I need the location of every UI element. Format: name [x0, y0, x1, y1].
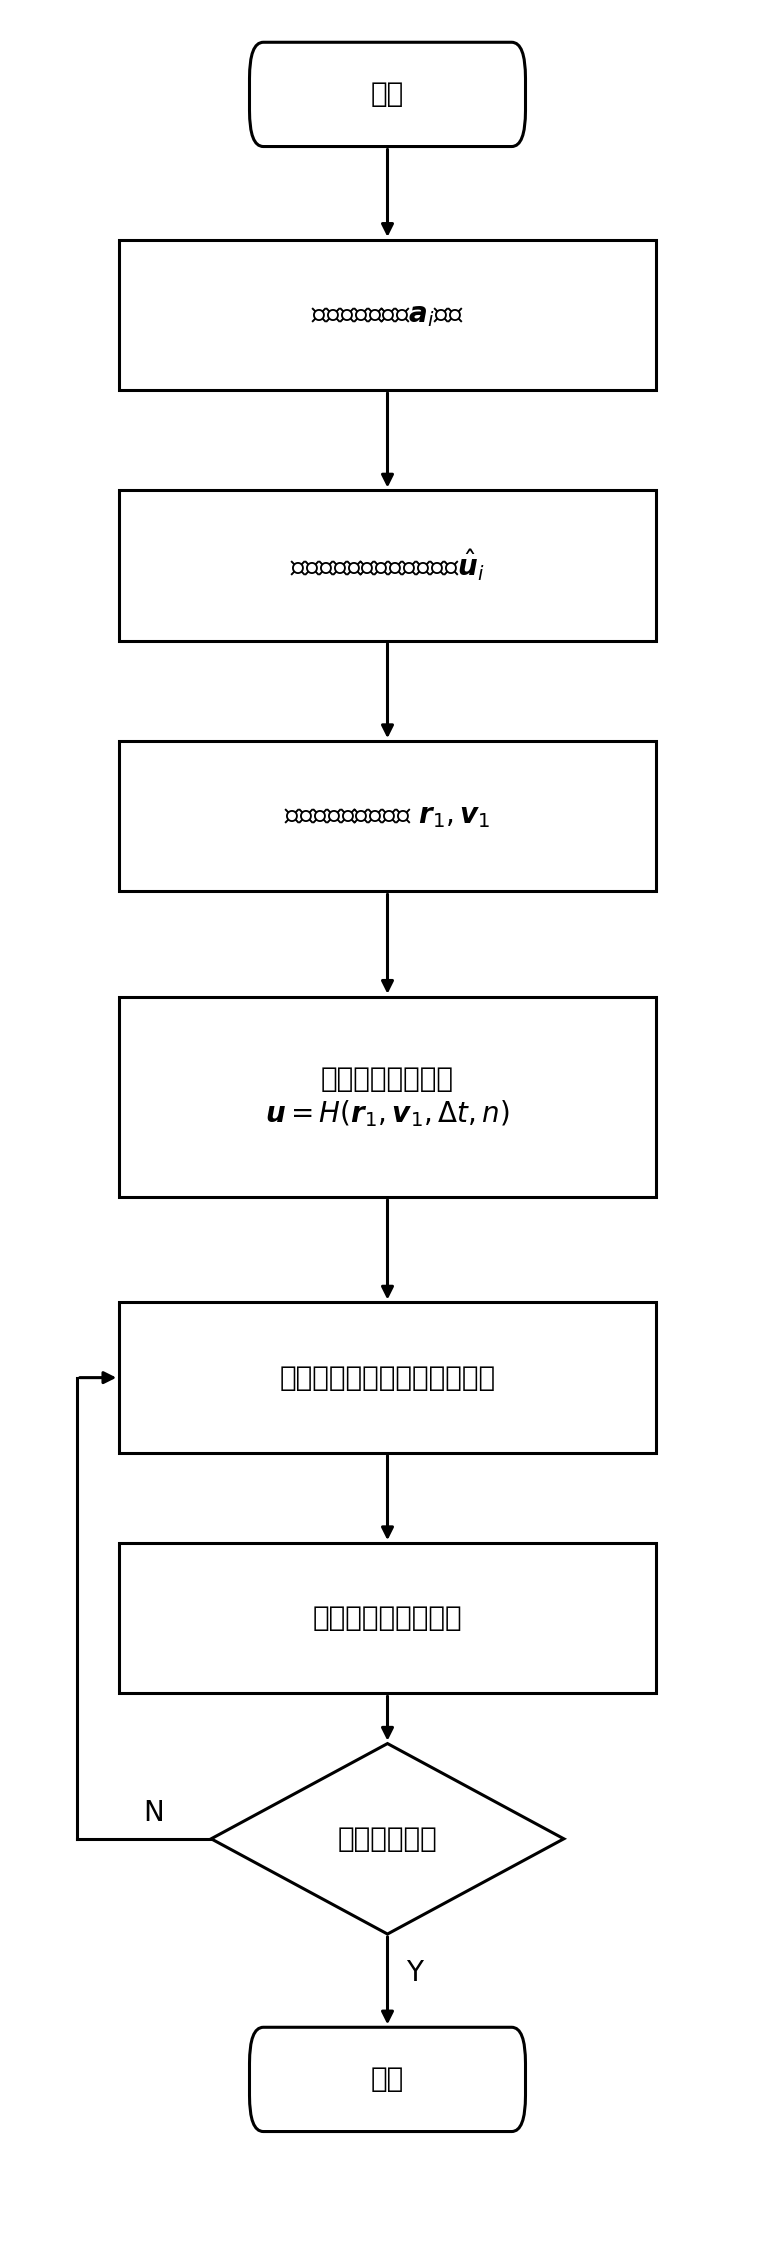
Text: 航天器速度单位矢量误差修正: 航天器速度单位矢量误差修正 — [280, 1364, 495, 1391]
Text: 迭代是否收敛: 迭代是否收敛 — [338, 1826, 437, 1853]
Text: 给出轨道确定初始值 $\boldsymbol{r}_1,\boldsymbol{v}_1$: 给出轨道确定初始值 $\boldsymbol{r}_1,\boldsymbol{… — [284, 802, 491, 829]
Bar — [119, 239, 656, 390]
Text: 非保守力加速度矢量单位化$\hat{\boldsymbol{u}}_i$: 非保守力加速度矢量单位化$\hat{\boldsymbol{u}}_i$ — [291, 548, 484, 584]
Bar — [119, 742, 656, 890]
Bar — [119, 1303, 656, 1454]
Bar — [119, 491, 656, 640]
Text: Y: Y — [406, 1959, 423, 1988]
Bar — [119, 1544, 656, 1693]
Bar — [119, 996, 656, 1197]
Polygon shape — [211, 1745, 564, 1934]
Text: 开始: 开始 — [371, 81, 404, 108]
Text: 牛顿法求解定轨方程: 牛顿法求解定轨方程 — [312, 1605, 463, 1632]
Text: N: N — [143, 1799, 164, 1826]
FancyBboxPatch shape — [250, 43, 525, 147]
FancyBboxPatch shape — [250, 2026, 525, 2132]
Text: 构建轨道确定方程
$\boldsymbol{u}=H(\boldsymbol{r}_1,\boldsymbol{v}_1,\Delta t,n)$: 构建轨道确定方程 $\boldsymbol{u}=H(\boldsymbol{r… — [265, 1066, 510, 1129]
Text: 大气阻力加速度$\boldsymbol{a}_i$测量: 大气阻力加速度$\boldsymbol{a}_i$测量 — [311, 302, 464, 329]
Text: 结束: 结束 — [371, 2065, 404, 2094]
